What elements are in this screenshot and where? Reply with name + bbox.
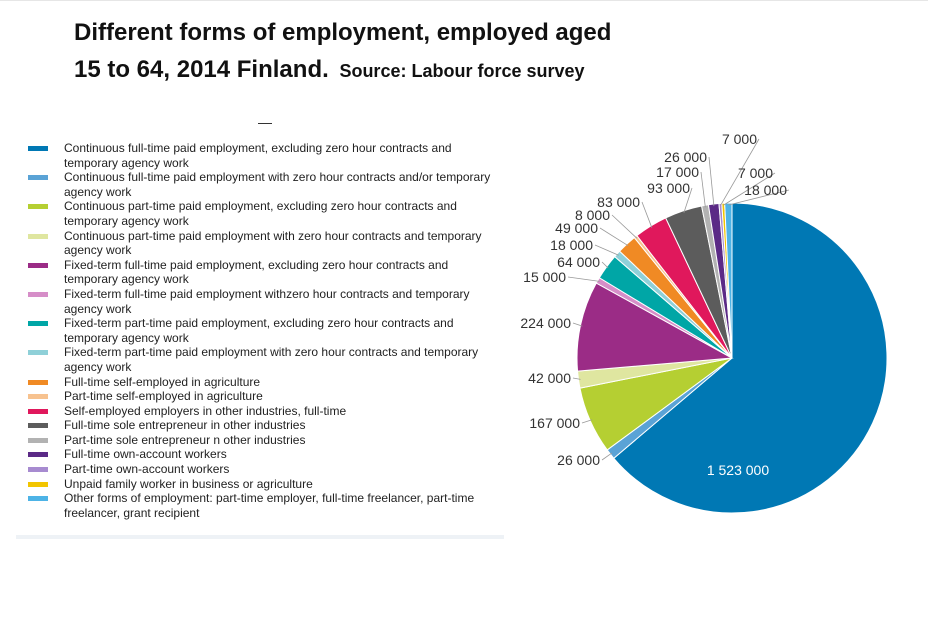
legend-swatch	[28, 321, 48, 327]
slice-leader-line	[601, 452, 613, 461]
legend-label: Full-time sole entrepreneur in other ind…	[64, 418, 306, 433]
legend-entry: Part-time self-employed in agriculture	[28, 389, 498, 404]
legend-entry: Part-time sole entrepreneur n other indu…	[28, 433, 498, 448]
slice-leader-line	[728, 189, 790, 206]
slice-value-label: 15 000	[523, 269, 566, 285]
slice-value-label: 93 000	[647, 180, 690, 196]
slice-leader-line	[611, 214, 638, 239]
slice-leader-line	[708, 156, 715, 207]
legend-entry: Unpaid family worker in business or agri…	[28, 477, 498, 492]
pie-slice	[613, 202, 888, 514]
slice-value-label: 167 000	[529, 415, 580, 431]
legend-entry: Full-time sole entrepreneur in other ind…	[28, 418, 498, 433]
legend-label: Part-time sole entrepreneur n other indu…	[64, 432, 306, 447]
slice-value-label: 64 000	[557, 254, 600, 270]
title-line-2-text: 15 to 64, 2014 Finland.	[74, 56, 329, 83]
title-line-1: Different forms of employment, employed …	[74, 19, 612, 46]
legend-swatch	[28, 350, 48, 356]
slice-value-label: 1 523 000	[707, 462, 769, 478]
legend-swatch	[28, 408, 48, 414]
legend-swatch	[28, 291, 48, 297]
slice-leader-line	[567, 276, 600, 282]
legend-swatch	[28, 467, 48, 473]
legend-swatch	[28, 175, 48, 181]
legend-swatch	[28, 496, 48, 502]
legend-entry: Self-employed employers in other industr…	[28, 404, 498, 419]
legend-label: Other forms of employment: part-time emp…	[64, 491, 475, 520]
slice-value-label: 8 000	[575, 207, 610, 223]
chart-legend: Continuous full-time paid employment, ex…	[28, 141, 498, 520]
pie-slice	[724, 202, 733, 359]
legend-entry: Continuous part-time paid employment, ex…	[28, 199, 498, 228]
legend-label: Full-time own-account workers	[64, 447, 227, 462]
slice-leader-line	[572, 322, 583, 327]
legend-entry: Continuous part-time paid employment wit…	[28, 229, 498, 258]
source-note: Source: Labour force survey	[339, 61, 585, 81]
slice-leader-line	[601, 261, 609, 269]
legend-label: Part-time own-account workers	[64, 462, 230, 477]
slice-value-label: 83 000	[597, 194, 640, 210]
title-line-2: 15 to 64, 2014 Finland. Source: Labour f…	[74, 51, 714, 90]
slice-leader-line	[683, 187, 693, 213]
legend-swatch	[28, 146, 48, 151]
legend-entry: Continuous full-time paid employment, ex…	[28, 141, 498, 170]
legend-entry: Fixed-term part-time paid employment wit…	[28, 345, 498, 374]
legend-entry: Fixed-term full-time paid employment, ex…	[28, 258, 498, 287]
slice-value-label: 49 000	[555, 220, 598, 236]
slice-leader-line	[581, 419, 593, 424]
legend-entry: Full-time own-account workers	[28, 447, 498, 462]
chart-title: Different forms of employment, employed …	[74, 14, 714, 90]
legend-label: Continuous part-time paid employment, ex…	[64, 199, 457, 228]
slice-value-label: 18 000	[744, 182, 787, 198]
slice-value-label: 42 000	[528, 370, 571, 386]
slice-leader-line	[599, 227, 629, 246]
legend-entry: Fixed-term part-time paid employment, ex…	[28, 316, 498, 345]
legend-swatch	[28, 262, 48, 268]
legend-label: Fixed-term full-time paid employment, ex…	[64, 257, 449, 287]
legend-entry: Part-time own-account workers	[28, 462, 498, 477]
legend-scroll-handle	[258, 123, 272, 124]
legend-label: Part-time self-employed in agriculture	[64, 389, 263, 404]
legend-swatch	[28, 379, 48, 385]
slice-leader-line	[720, 138, 760, 206]
legend-label: Continuous full-time paid employment wit…	[64, 170, 491, 199]
legend-swatch	[28, 452, 48, 458]
legend-bottom-bar	[16, 535, 504, 539]
slice-leader-line	[723, 172, 776, 206]
slice-leader-line	[594, 244, 619, 256]
slice-value-label: 18 000	[550, 237, 593, 253]
legend-swatch	[28, 423, 48, 429]
legend-entry: Other forms of employment: part-time emp…	[28, 491, 498, 520]
legend-swatch	[28, 233, 48, 239]
legend-label: Continuous part-time paid employment wit…	[64, 228, 482, 258]
legend-label: Self-employed employers in other industr…	[64, 403, 347, 418]
slice-value-label: 26 000	[557, 452, 600, 468]
legend-label: Full-time self-employed in agriculture	[64, 374, 261, 389]
legend-entry: Continuous full-time paid employment wit…	[28, 170, 498, 199]
slice-leader-line	[641, 201, 653, 228]
legend-label: Fixed-term part-time paid employment, ex…	[64, 316, 454, 345]
top-divider	[0, 0, 928, 1]
legend-swatch	[28, 204, 48, 210]
legend-label: Unpaid family worker in business or agri…	[64, 476, 313, 491]
slice-leader-line	[700, 171, 706, 208]
slice-value-label: 26 000	[664, 149, 707, 165]
legend-entry: Fixed-term full-time paid employment wit…	[28, 287, 498, 316]
legend-entry: Full-time self-employed in agriculture	[28, 375, 498, 390]
legend-swatch	[28, 394, 48, 400]
slice-leader-line	[572, 377, 581, 380]
slice-value-label: 224 000	[520, 315, 571, 331]
legend-swatch	[28, 481, 48, 487]
legend-label: Continuous full-time paid employment, ex…	[64, 141, 452, 170]
slice-value-label: 7 000	[722, 131, 757, 147]
legend-swatch	[28, 437, 48, 443]
slice-value-label: 7 000	[738, 165, 773, 181]
slice-value-label: 17 000	[656, 164, 699, 180]
legend-label: Fixed-term part-time paid employment wit…	[64, 345, 479, 374]
legend-label: Fixed-term full-time paid employment wit…	[64, 286, 470, 316]
